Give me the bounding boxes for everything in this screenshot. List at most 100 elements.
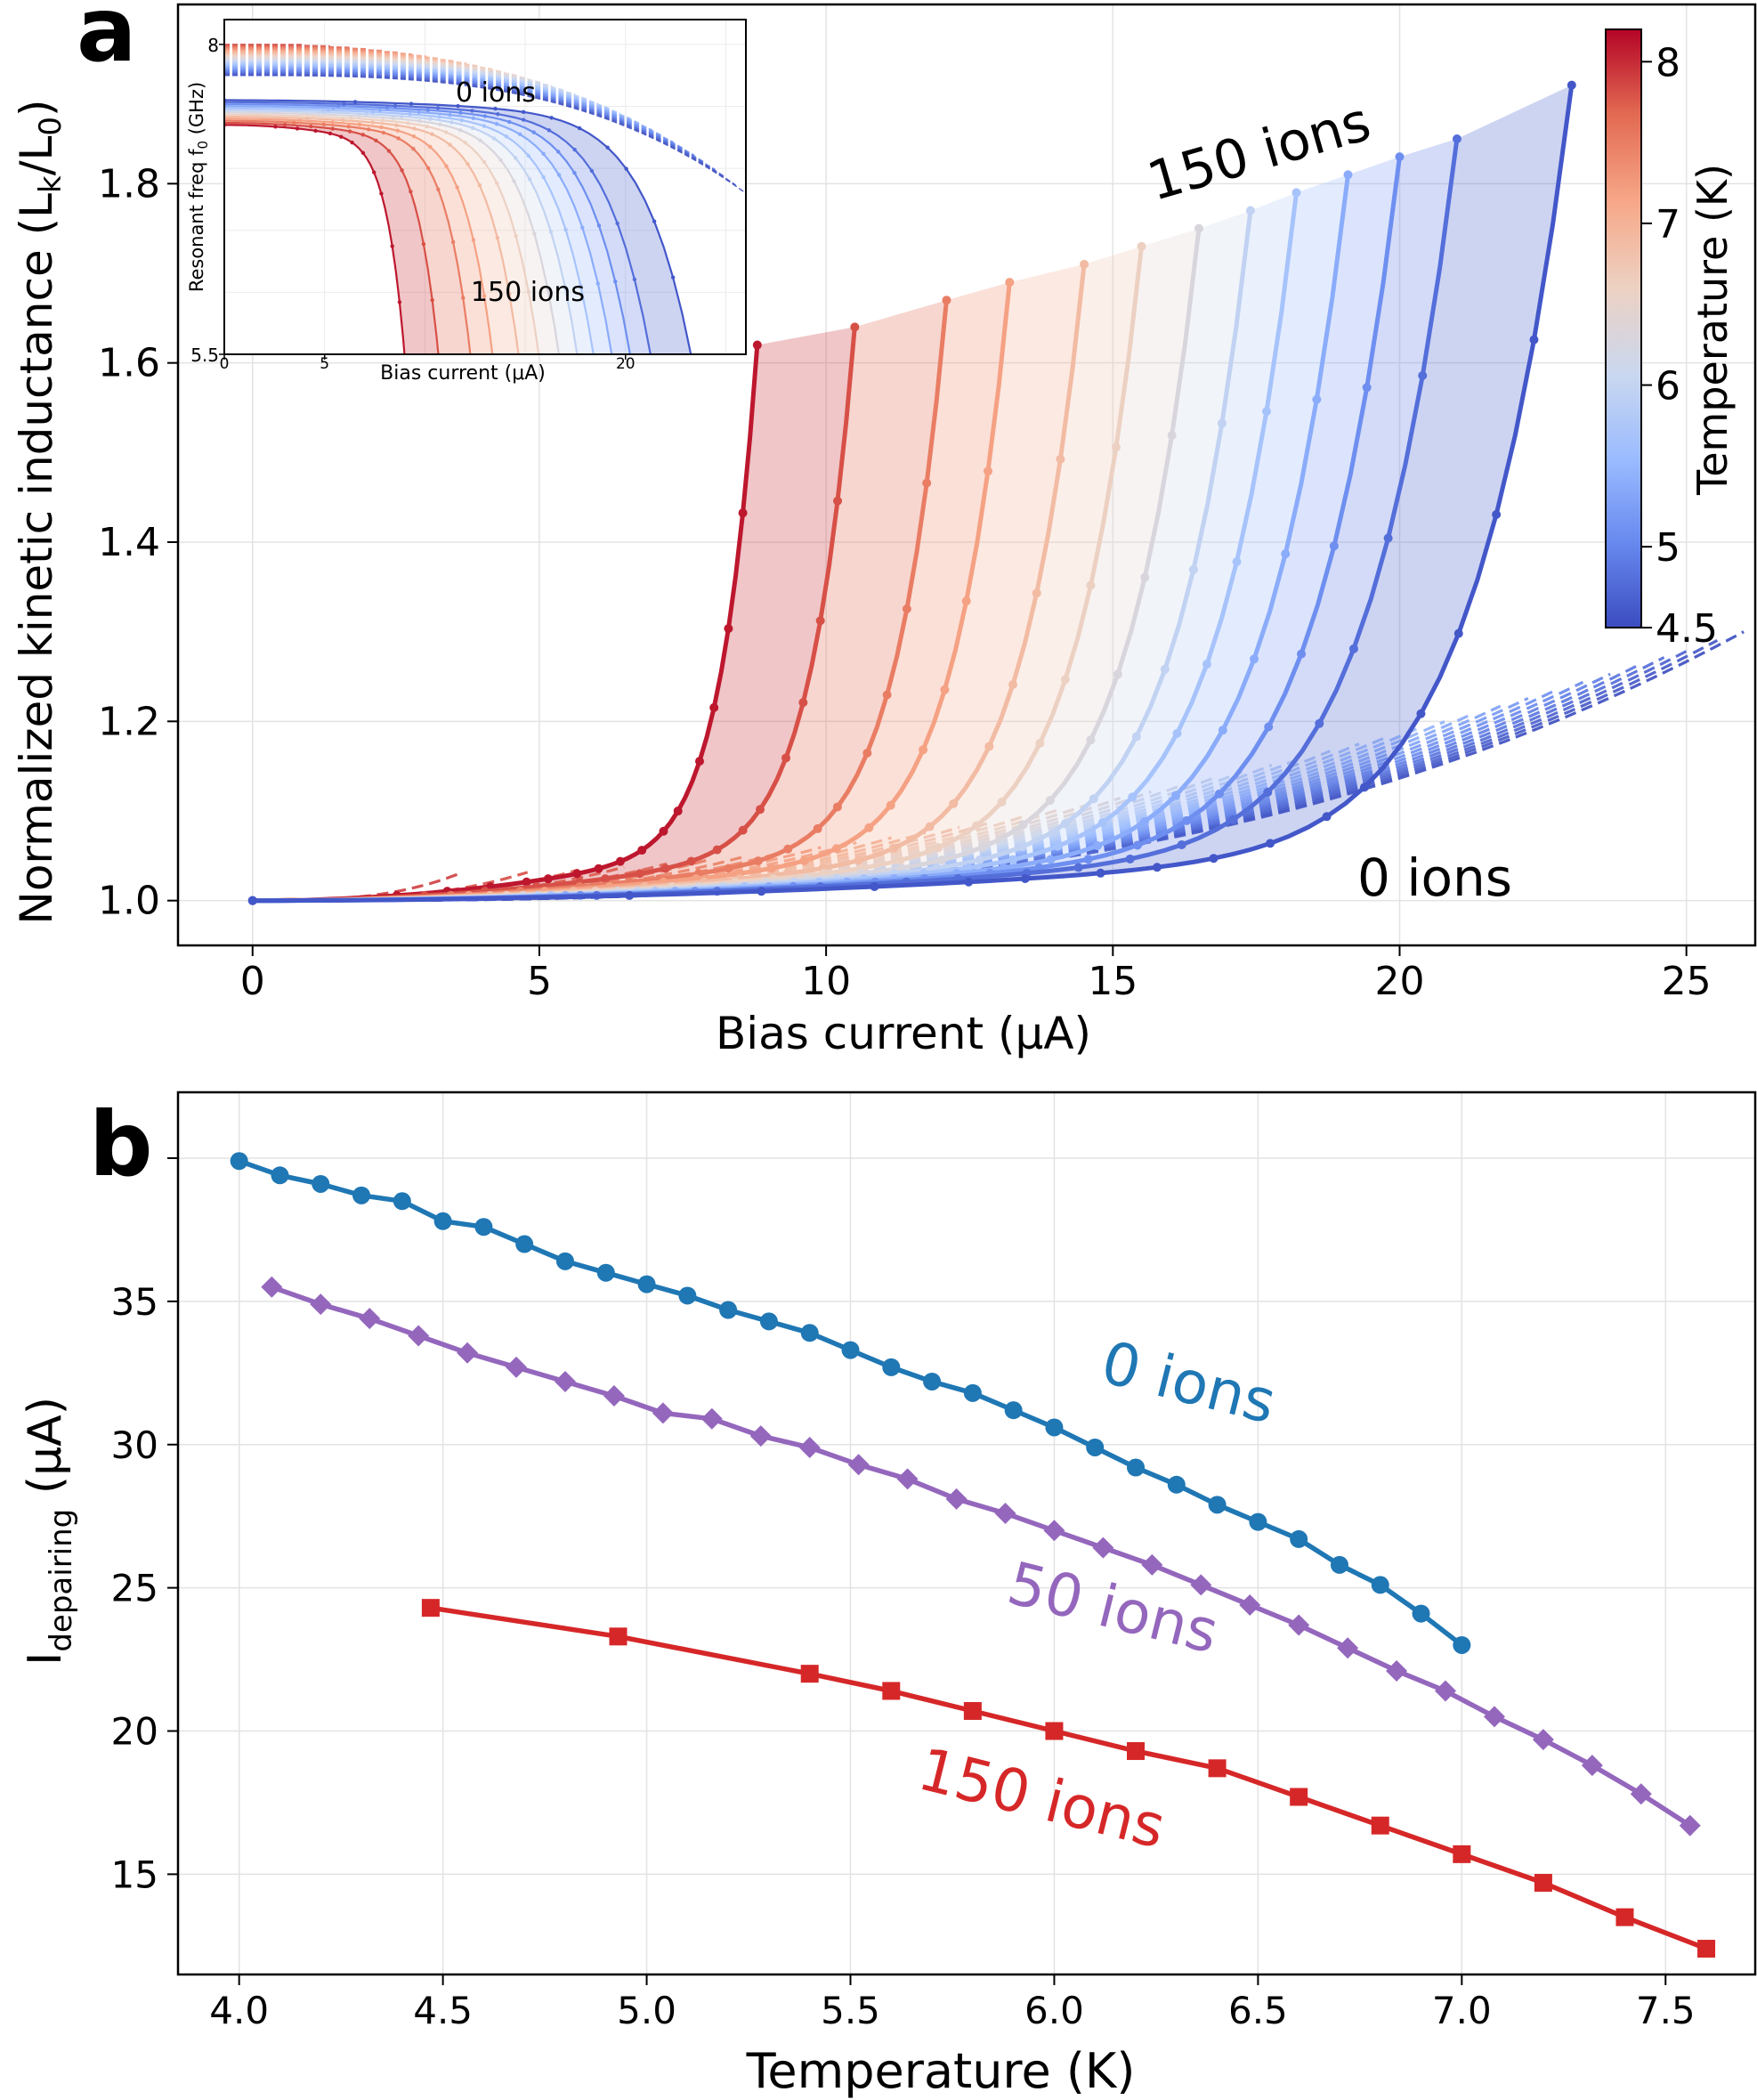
inset-xtick-label: 5	[320, 355, 329, 373]
ions-150-point	[1281, 549, 1291, 559]
series-point-diamond	[1190, 1574, 1212, 1596]
inset-ylabel: Resonant freq f0 (GHz)	[186, 82, 211, 292]
colorbar-tick-label: 8	[1656, 40, 1680, 85]
inset-zero-ions-curve	[224, 69, 695, 157]
inset-zero-ions-curve	[224, 64, 632, 120]
ions-150-point	[1073, 863, 1083, 872]
ions-150-point	[1232, 556, 1242, 566]
inset-150-ions-point	[482, 114, 488, 118]
series-point-circle	[1208, 1496, 1227, 1514]
inset-150-ions-point	[394, 123, 399, 127]
series-point-circle	[230, 1152, 248, 1171]
inset-150-ions-point	[482, 124, 487, 128]
inset-zero-ions-curve	[224, 45, 350, 48]
series-point-circle	[433, 1212, 452, 1230]
ions-150-point	[934, 843, 943, 853]
colorbar-label: Temperature (K)	[1688, 164, 1737, 496]
inset-150-ions-point	[316, 112, 321, 117]
inset-150-ions-point	[549, 116, 554, 120]
ions-150-point	[625, 890, 635, 900]
series-point-diamond	[749, 1425, 772, 1447]
series-point-square	[1453, 1845, 1471, 1863]
inset-150-ions-point	[624, 166, 628, 171]
colorbar-tick-label: 4.5	[1656, 606, 1718, 652]
inset-150-ions-point	[393, 103, 398, 109]
inset-zero-ions-curve	[224, 61, 576, 95]
ions-150-point	[1153, 863, 1162, 872]
ions-150-point	[1008, 680, 1018, 690]
inset-150-ions-point	[438, 122, 442, 126]
ions-150-point	[1217, 418, 1227, 428]
inset-150-ions-point	[436, 187, 441, 192]
inset-150-ions-point	[366, 127, 371, 132]
ions-150-point	[1137, 241, 1146, 251]
series-point-diamond	[261, 1276, 283, 1298]
ions-150-point	[997, 797, 1007, 807]
inset-zero-ions-curve	[224, 63, 620, 115]
panel-a: a 0 5 10 15 20 25 1.0 1.2 1.4 1.6 1.8 150 ions 0 i…	[11, 0, 1757, 1059]
series-point-diamond	[1043, 1520, 1065, 1542]
ions-150-point	[1348, 644, 1358, 653]
series-point-diamond	[798, 1436, 821, 1458]
series-point-square	[1127, 1742, 1146, 1761]
inset-150-ions-point	[347, 129, 352, 134]
inset-zero-ions-curve	[224, 50, 427, 57]
inset-zero-ions-curve	[224, 49, 413, 55]
ions-150-point	[757, 887, 766, 896]
panel-b-xtick-label: 5.5	[821, 1989, 880, 2032]
panel-a-xtick-label: 25	[1662, 959, 1712, 1004]
ions-150-point	[902, 604, 911, 614]
ions-150-point	[1245, 206, 1255, 215]
inset-150-ions-point	[546, 288, 550, 292]
ions-150-point	[522, 877, 531, 887]
inset-150-ions-point	[496, 111, 500, 117]
ions-150-point	[1218, 726, 1227, 735]
panel-b-xtick-label: 5.0	[617, 1989, 676, 2032]
series-point-square	[800, 1665, 819, 1683]
series-point-circle	[1167, 1475, 1186, 1494]
series-point-square	[421, 1599, 440, 1618]
ions-150-point	[972, 821, 982, 831]
series-point-square	[1534, 1874, 1552, 1893]
ions-150-point	[1362, 383, 1372, 393]
inset-150-ions-point	[430, 297, 434, 303]
inset-150-ions-point	[400, 168, 404, 173]
series-point-diamond	[408, 1325, 430, 1347]
inset-150-ions-point	[346, 125, 351, 129]
inset-150-ions-point	[349, 116, 353, 121]
ions-150-point	[1056, 454, 1065, 464]
panel-b-xtick-label: 7.5	[1636, 1989, 1696, 2032]
inset-150-ions-point	[482, 294, 487, 298]
series-point-circle	[841, 1341, 860, 1359]
label-50-ions: 50 ions	[1001, 1549, 1225, 1667]
panel-b-axes: 4.0 4.5 5.0 5.5 6.0 6.5 7.0 7.5 15 20 25 30 35	[111, 1157, 1696, 2032]
ions-150-point	[889, 843, 899, 853]
panel-b-xtick-label: 4.5	[413, 1989, 473, 2032]
inset-xlabel: Bias current (μA)	[380, 362, 546, 385]
ions-150-point	[673, 807, 683, 816]
inset-zero-ions-curve	[224, 48, 398, 53]
inset-150-ions-point	[458, 110, 463, 115]
series-point-circle	[515, 1235, 534, 1253]
inset-150-ions-point	[321, 109, 326, 115]
ions-150-point	[1297, 649, 1307, 659]
inset-zero-ions-curve	[224, 55, 505, 73]
panel-b-frame	[176, 1091, 1757, 1976]
ions-150-point	[961, 596, 971, 606]
ions-150-point	[724, 624, 733, 634]
panel-a-ytick-label: 1.6	[98, 341, 160, 386]
inset-150-ions-point	[494, 122, 499, 126]
inset-150-ions-point	[450, 239, 456, 245]
panel-b-ylabel-main: I	[19, 1652, 72, 1666]
inset-150-ions-point	[548, 230, 554, 234]
inset-150-ions-point	[527, 177, 532, 182]
ions-150-point	[1312, 394, 1322, 404]
ions-150-point	[781, 753, 791, 763]
ions-150-point	[247, 896, 257, 905]
inset-zero-ions-curve	[224, 52, 454, 62]
inset-zero-ions-curve	[224, 60, 564, 91]
annotation-0-ions: 0 ions	[1357, 847, 1512, 908]
inset-150-ions-point	[507, 119, 512, 125]
inset-150-ions-point	[444, 130, 449, 134]
